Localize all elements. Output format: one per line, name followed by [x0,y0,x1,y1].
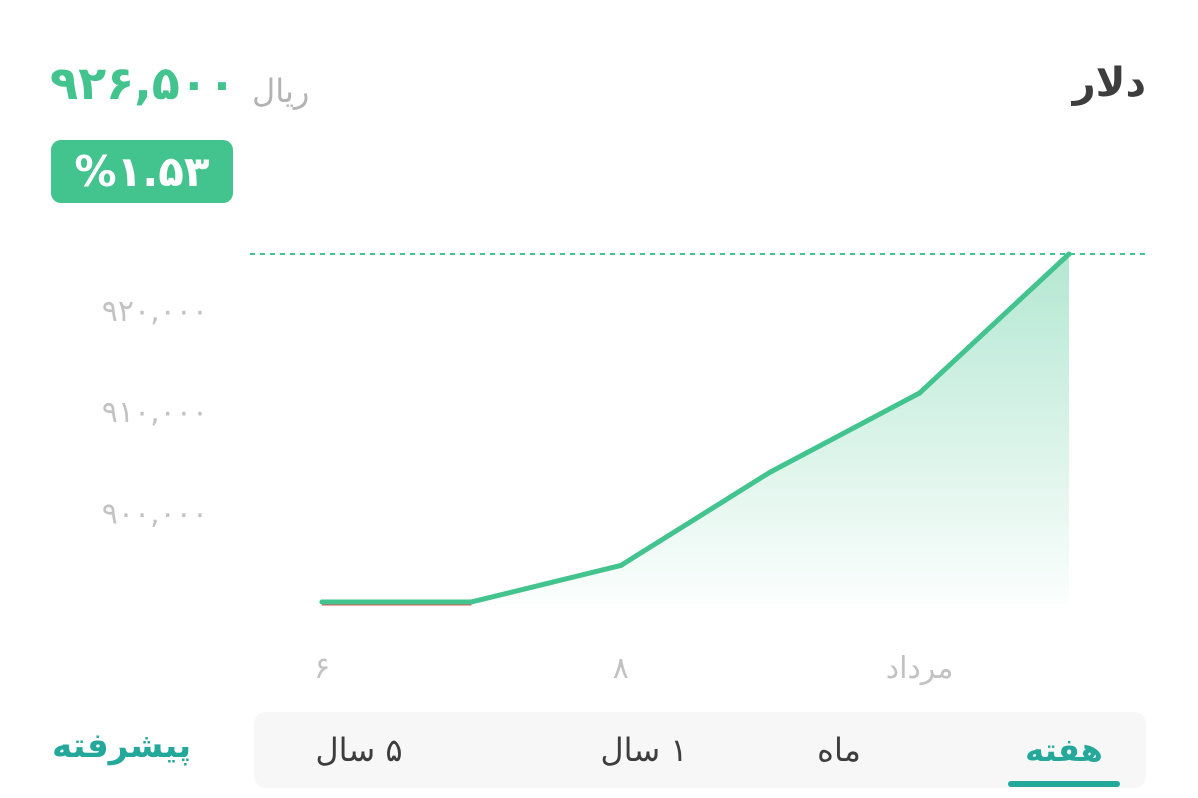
tab-1-year[interactable]: ۱ سال [600,731,688,769]
tab-week[interactable]: هفته [1025,731,1103,769]
x-tick-label: مرداد [886,651,954,686]
tab-5-years[interactable]: ۵ سال [315,731,403,769]
x-tick-label: ۶ [314,651,330,686]
area-fill [322,254,1069,604]
data-point [767,469,773,475]
y-tick-label: ۹۲۰,۰۰۰ [102,294,208,329]
series-line-segment [767,390,923,475]
x-tick-label: ۸ [613,651,629,686]
price-unit: ریال [252,72,310,110]
current-price: ۹۲۶,۵۰۰ [50,56,236,110]
active-tab-indicator [1008,781,1120,787]
data-point [1066,251,1072,257]
data-point [319,599,325,605]
advanced-button[interactable]: پیشرفته [52,726,192,766]
time-range-tabs: ۵ سال ۱ سال ماه هفته [254,712,1146,788]
y-tick-label: ۹۱۰,۰۰۰ [102,395,208,430]
series-line-segment [468,562,624,605]
price-chart: ۹۲۰,۰۰۰ ۹۱۰,۰۰۰ ۹۰۰,۰۰۰ ۶ ۸ مرداد [102,251,1146,686]
data-point [468,599,474,605]
tab-month[interactable]: ماه [817,731,861,769]
data-point [618,562,624,568]
data-point [917,390,923,396]
asset-title: دلار [1072,60,1146,106]
series-line-segment [917,251,1072,396]
series-line-segment [618,469,773,568]
y-tick-label: ۹۰۰,۰۰۰ [102,497,208,532]
change-percent-badge: %۱.۵۳ [51,140,233,203]
